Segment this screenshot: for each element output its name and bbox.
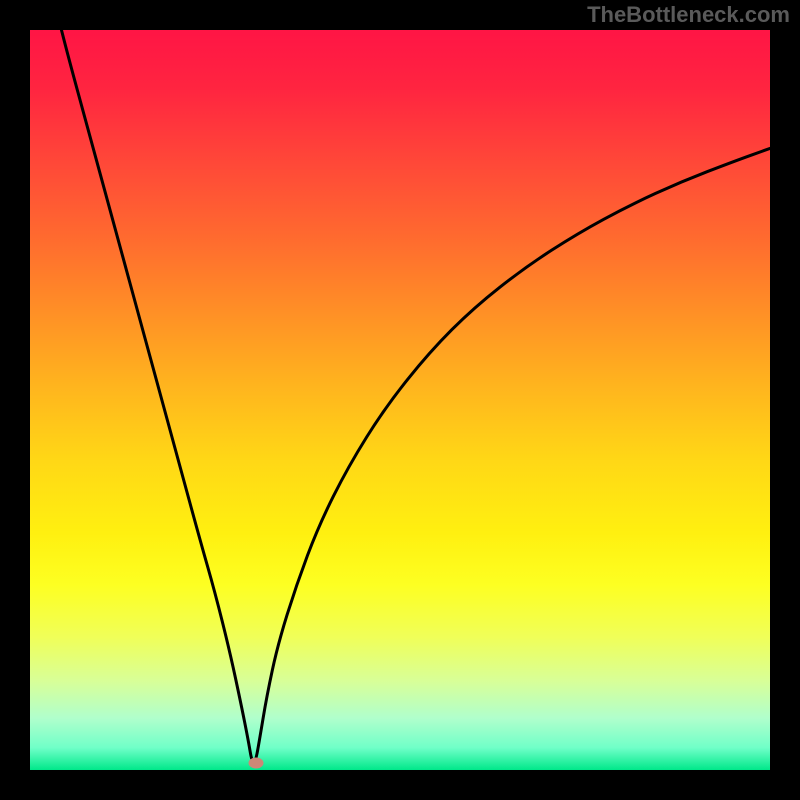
chart-canvas: TheBottleneck.com [0,0,800,800]
plot-area [30,30,770,770]
minimum-point-marker [248,757,263,768]
watermark-text: TheBottleneck.com [587,2,790,28]
bottleneck-curve [30,30,770,770]
